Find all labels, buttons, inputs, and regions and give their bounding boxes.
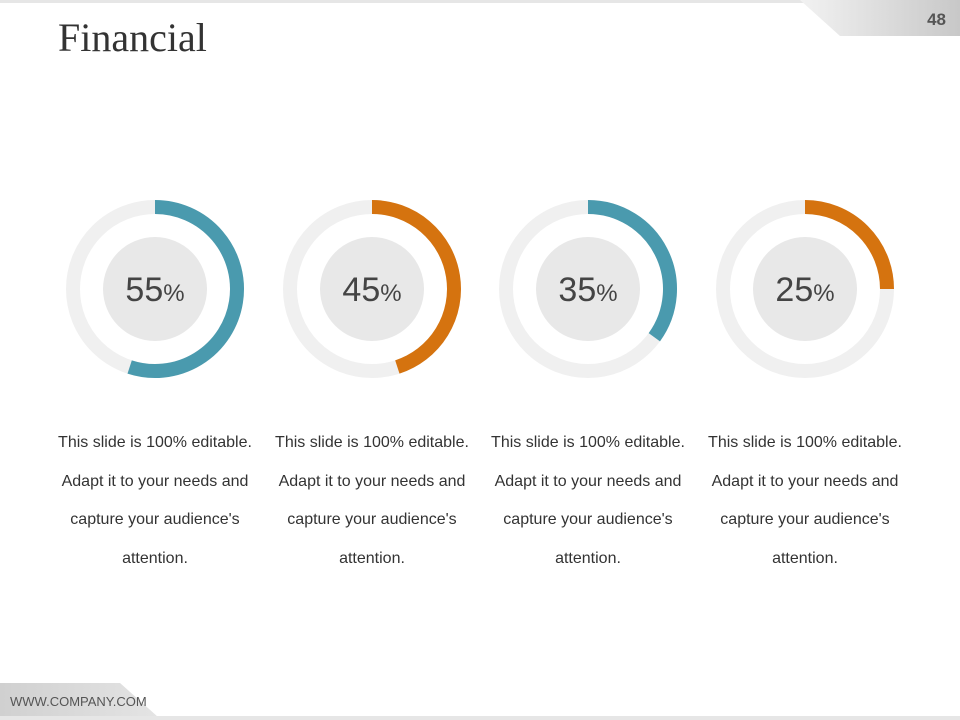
donut-chart: 25% xyxy=(716,200,894,378)
donut-value-arc xyxy=(127,200,244,378)
donut-value-label: 35% xyxy=(558,271,617,309)
chart-description: This slide is 100% editable. Adapt it to… xyxy=(58,434,252,567)
page-title: Financial xyxy=(58,15,207,60)
donut-charts: 55% 45% 35% 25% xyxy=(66,200,894,378)
donut-center xyxy=(320,237,424,341)
header-corner-shape xyxy=(800,0,960,36)
footer-shape xyxy=(0,683,158,717)
donut-value-label: 55% xyxy=(125,271,184,309)
donut-value-arc xyxy=(587,200,677,342)
donut-chart: 45% xyxy=(283,200,461,378)
donut-center xyxy=(536,237,640,341)
donut-chart: 35% xyxy=(499,200,677,378)
top-border xyxy=(0,0,960,3)
chart-description: This slide is 100% editable. Adapt it to… xyxy=(491,434,685,567)
footer-website: WWW.COMPANY.COM xyxy=(10,694,147,709)
donut-center xyxy=(753,237,857,341)
donut-value-label: 45% xyxy=(342,271,401,309)
donut-value-arc xyxy=(371,200,461,374)
donut-chart: 55% xyxy=(66,200,244,378)
page-number: 48 xyxy=(927,10,946,29)
donut-value-arc xyxy=(804,200,894,290)
donut-value-label: 25% xyxy=(775,271,834,309)
donut-center xyxy=(103,237,207,341)
bottom-border xyxy=(0,716,960,720)
chart-description: This slide is 100% editable. Adapt it to… xyxy=(708,434,902,567)
chart-description: This slide is 100% editable. Adapt it to… xyxy=(275,434,469,567)
